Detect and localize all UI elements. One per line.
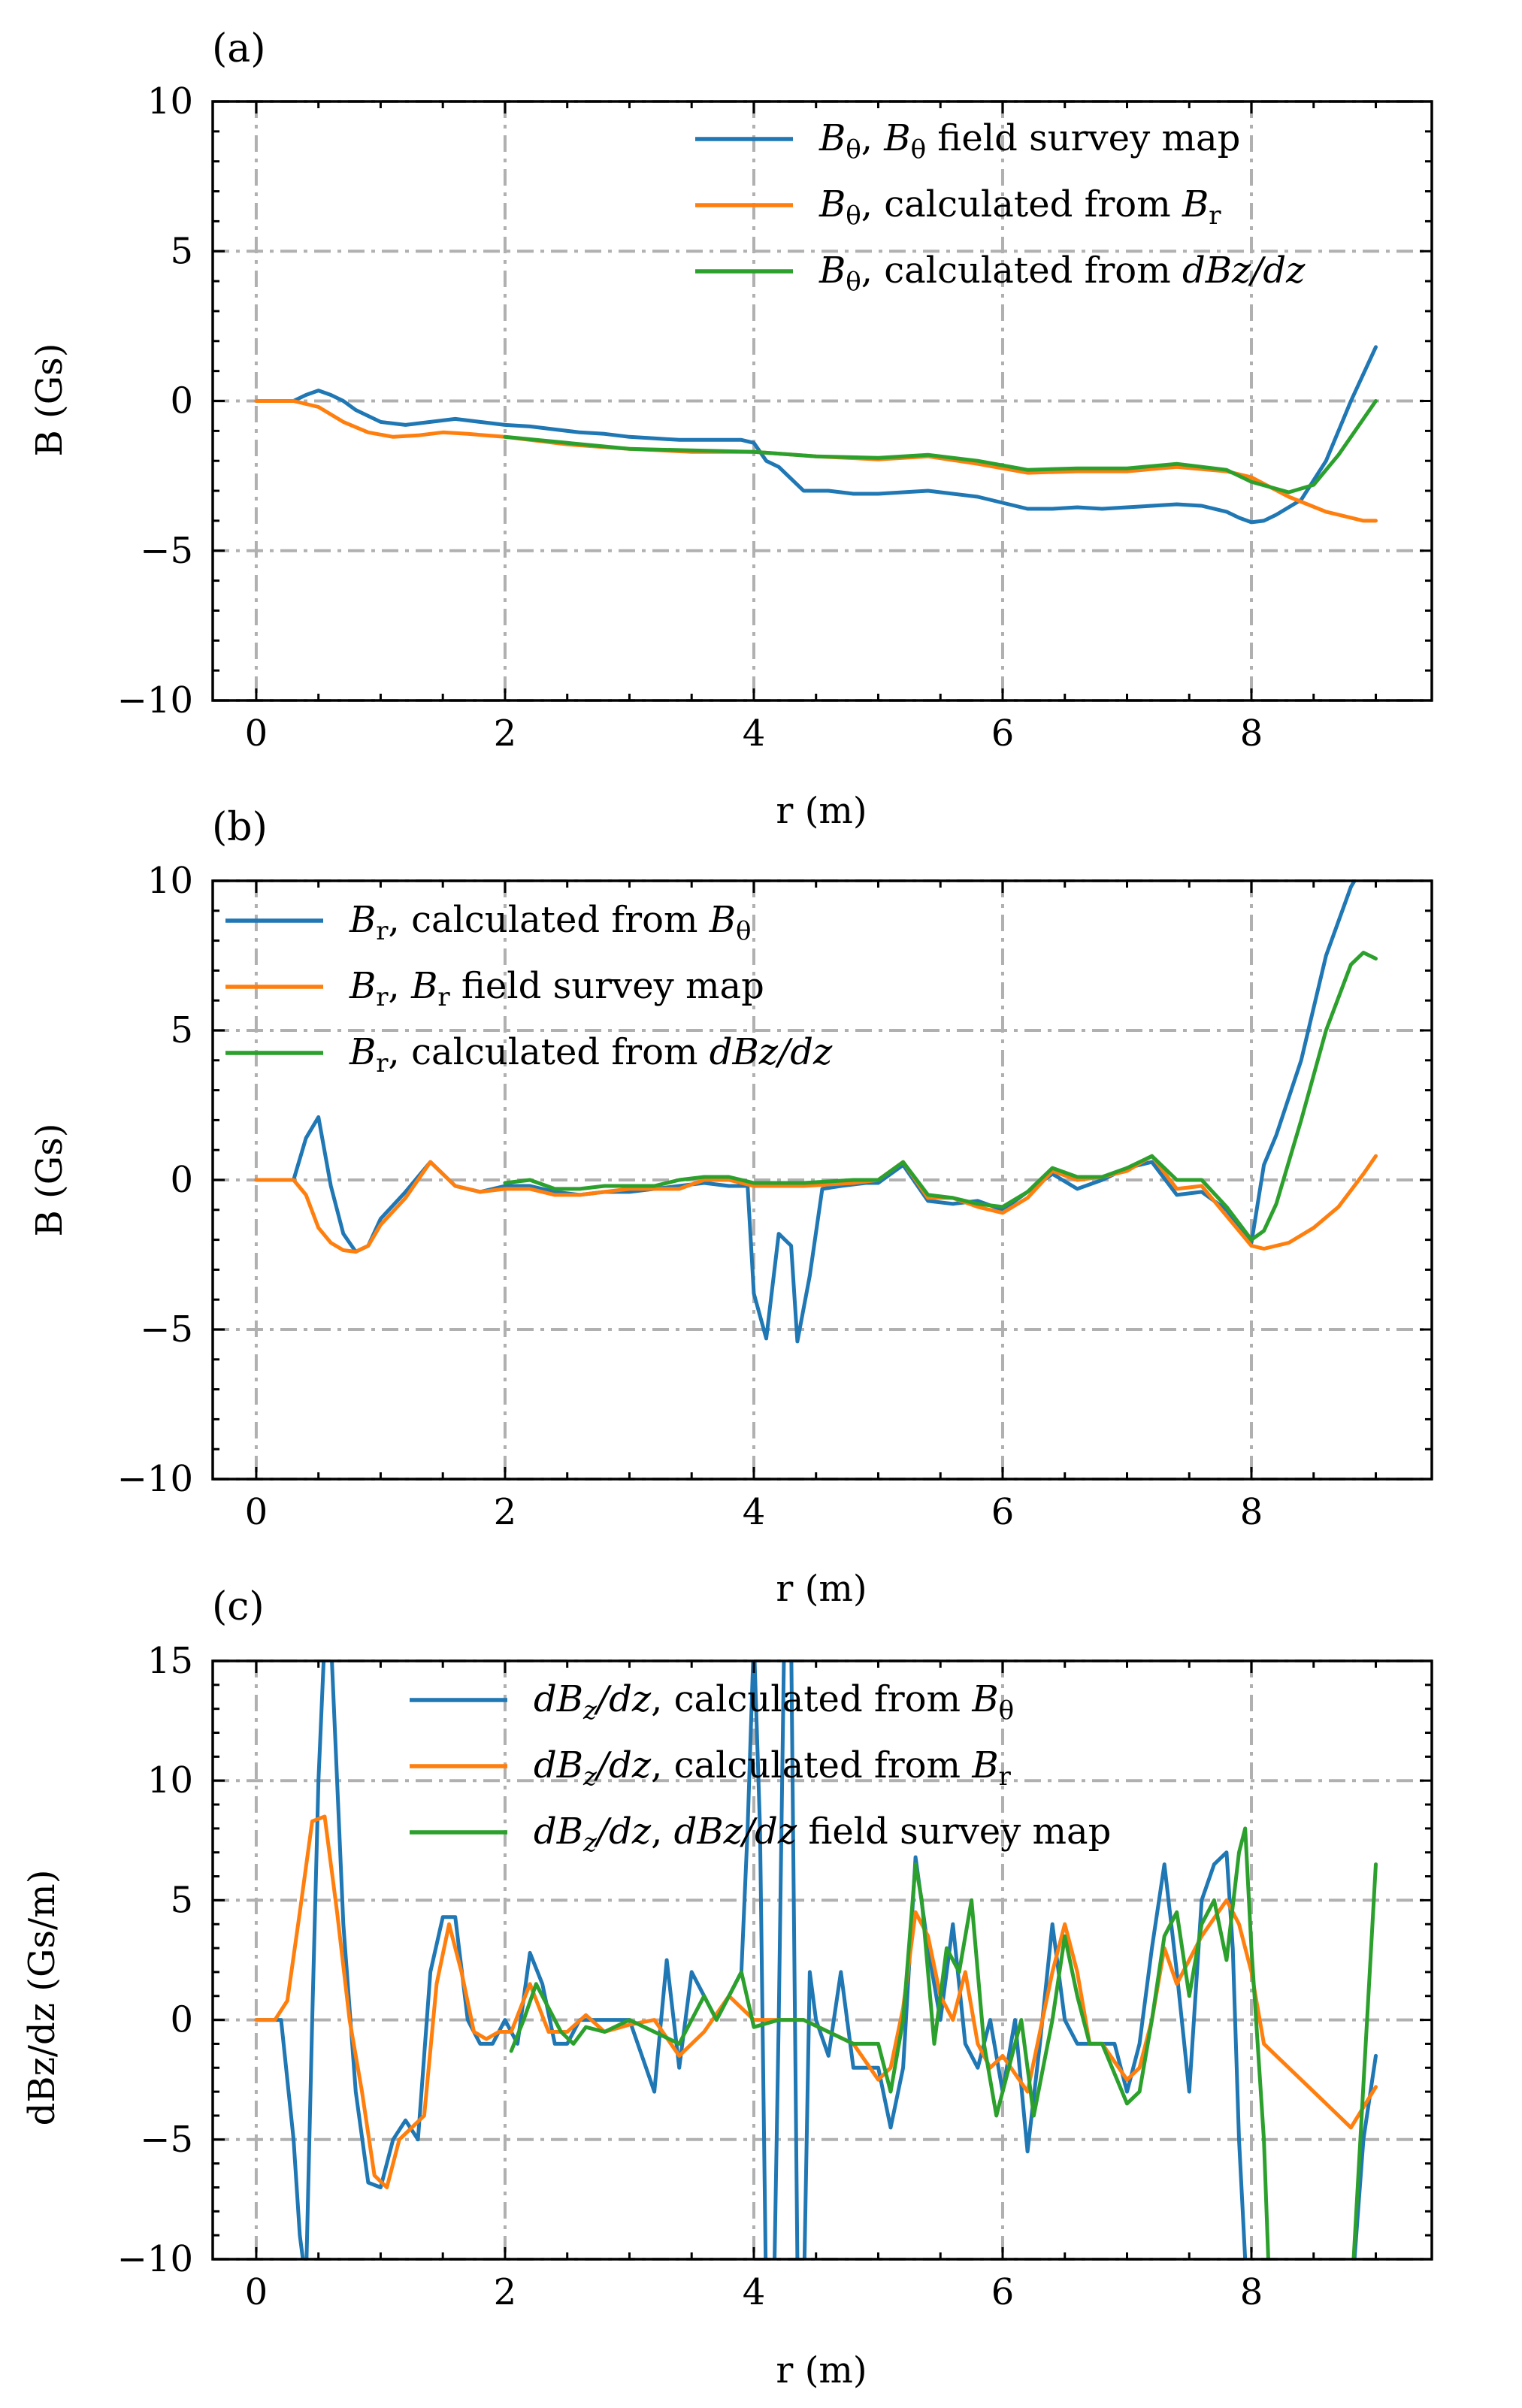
- y-tick-label: −5: [140, 530, 193, 572]
- x-axis-label-a: r (m): [776, 790, 867, 832]
- series-line-c-2: [254, 1814, 1378, 2189]
- legend-entry: Br, Br field survey map: [349, 965, 764, 1012]
- y-tick-label: 0: [170, 1159, 193, 1201]
- legend-entry: Br, calculated from dBz/dz: [349, 1031, 833, 1078]
- y-tick-label: 5: [170, 1009, 193, 1051]
- x-tick-label: 2: [494, 712, 517, 755]
- series-line-b-2: [254, 1154, 1378, 1254]
- legend-entry: Bθ, calculated from dBz/dz: [818, 250, 1306, 297]
- series-line-a-3: [503, 399, 1378, 495]
- series-line-a-2: [254, 399, 1378, 523]
- x-tick-label: 4: [743, 1491, 766, 1533]
- y-tick-label: −10: [117, 679, 193, 721]
- series-line-c-1: [254, 1661, 1378, 2259]
- x-tick-label: 2: [494, 1491, 517, 1533]
- y-axis-label-c: dBz/dz (Gs/m): [21, 1870, 63, 2126]
- panel-label-b: (b): [212, 805, 268, 850]
- series-line-b-1: [254, 881, 1357, 1344]
- panel-label-c: (c): [212, 1584, 265, 1629]
- legend-entry: Bθ, Bθ field survey map: [818, 117, 1240, 165]
- y-tick-label: 5: [170, 230, 193, 272]
- x-tick-label: 0: [245, 1491, 268, 1533]
- x-axis-label-b: r (m): [776, 1568, 867, 1610]
- y-axis-label-a: B (Gs): [29, 343, 71, 457]
- x-tick-label: 8: [1240, 1491, 1263, 1533]
- legend-entry: dBz/dz, calculated from Br: [534, 1744, 1012, 1792]
- ticks: [213, 879, 1432, 1481]
- panel-label-a: (a): [212, 26, 266, 71]
- y-tick-label: 0: [170, 380, 193, 422]
- y-tick-label: −10: [117, 1458, 193, 1500]
- x-tick-label: 6: [991, 712, 1015, 755]
- series-line-c-3: [509, 1826, 1378, 2259]
- x-tick-label: 6: [991, 1491, 1015, 1533]
- legend-entry: Bθ, calculated from Br: [818, 183, 1221, 231]
- y-tick-label: −10: [117, 2238, 193, 2280]
- x-tick-label: 0: [245, 2271, 268, 2313]
- x-tick-label: 4: [743, 712, 766, 755]
- panel-b: (b) r (m) B (Gs) 0 2 4 6 8 10 5 0 −5 −10 Br, calcu…: [29, 805, 1433, 1610]
- legend: dBz/dz, calculated from Bθ dBz/dz, calcul…: [410, 1678, 1111, 1858]
- ticks: [213, 100, 1432, 702]
- x-tick-label: 4: [743, 2271, 766, 2313]
- y-tick-label: 10: [147, 1759, 193, 1801]
- series-group: [254, 345, 1378, 525]
- legend: Br, calculated from Bθ Br, Br field surve…: [225, 899, 833, 1078]
- y-tick-label: 10: [147, 80, 193, 123]
- legend: Bθ, Bθ field survey map Bθ, calculated fr…: [695, 117, 1306, 297]
- series-line-a-1: [254, 345, 1378, 525]
- ticks: [213, 1659, 1432, 2261]
- y-axis-label-b: B (Gs): [29, 1124, 71, 1237]
- x-tick-label: 2: [494, 2271, 517, 2313]
- x-tick-label: 8: [1240, 712, 1263, 755]
- y-tick-label: −5: [140, 1308, 193, 1351]
- series-group: [254, 881, 1378, 1344]
- legend-entry: dBz/dz, calculated from Bθ: [534, 1678, 1014, 1726]
- series-line-b-3: [503, 951, 1378, 1242]
- x-tick-label: 0: [245, 712, 268, 755]
- x-tick-label: 6: [991, 2271, 1015, 2313]
- panel-c: (c) r (m) dBz/dz (Gs/m) 0 2 4 6 8 15 10 5 0 −5 −10…: [21, 1584, 1433, 2391]
- y-tick-label: 0: [170, 1999, 193, 2041]
- y-tick-label: 15: [147, 1640, 193, 1682]
- axes-frame: [211, 1659, 1433, 2261]
- legend-entry: Br, calculated from Bθ: [349, 899, 752, 946]
- legend-entry: dBz/dz, dBz/dz field survey map: [534, 1811, 1111, 1858]
- x-tick-label: 8: [1240, 2271, 1263, 2313]
- panel-a: (a) r (m) B (Gs) 0 2 4 6 8 10 5 0 −5 −10 Bθ, Bθ fi…: [29, 26, 1433, 832]
- x-axis-label-c: r (m): [776, 2349, 867, 2391]
- series-group: [254, 1661, 1378, 2259]
- y-tick-label: 5: [170, 1879, 193, 1921]
- y-tick-label: 10: [147, 860, 193, 902]
- y-tick-label: −5: [140, 2119, 193, 2161]
